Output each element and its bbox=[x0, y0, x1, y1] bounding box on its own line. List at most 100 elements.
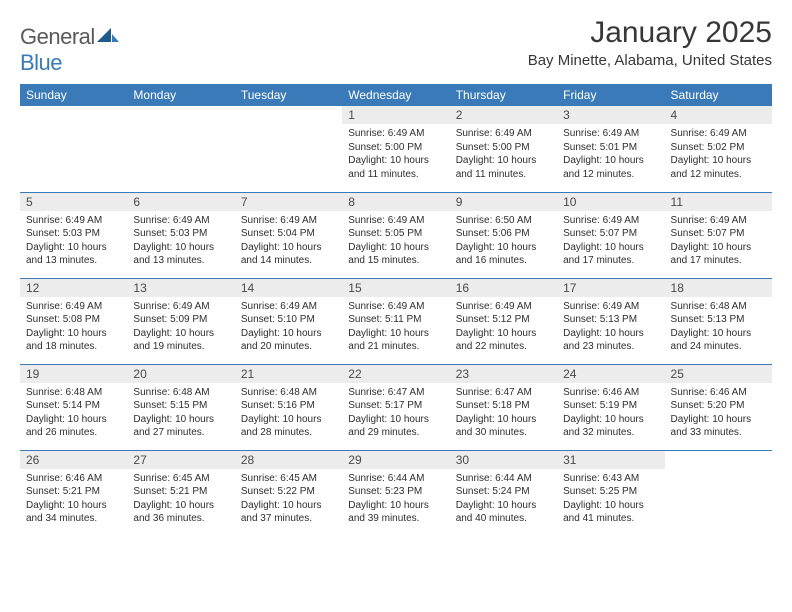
calendar-cell: 3Sunrise: 6:49 AMSunset: 5:01 PMDaylight… bbox=[557, 106, 664, 192]
calendar-table: SundayMondayTuesdayWednesdayThursdayFrid… bbox=[20, 84, 772, 536]
day-info: Sunrise: 6:45 AMSunset: 5:22 PMDaylight:… bbox=[235, 469, 342, 530]
day-info: Sunrise: 6:49 AMSunset: 5:05 PMDaylight:… bbox=[342, 211, 449, 272]
calendar-cell: 30Sunrise: 6:44 AMSunset: 5:24 PMDayligh… bbox=[450, 450, 557, 536]
day-info: Sunrise: 6:49 AMSunset: 5:12 PMDaylight:… bbox=[450, 297, 557, 358]
calendar-week-row: 19Sunrise: 6:48 AMSunset: 5:14 PMDayligh… bbox=[20, 364, 772, 450]
calendar-cell bbox=[127, 106, 234, 192]
weekday-header: Monday bbox=[127, 84, 234, 106]
day-info: Sunrise: 6:49 AMSunset: 5:00 PMDaylight:… bbox=[450, 124, 557, 185]
calendar-cell: 13Sunrise: 6:49 AMSunset: 5:09 PMDayligh… bbox=[127, 278, 234, 364]
day-number: 26 bbox=[20, 451, 127, 469]
day-number: 8 bbox=[342, 193, 449, 211]
day-info: Sunrise: 6:48 AMSunset: 5:15 PMDaylight:… bbox=[127, 383, 234, 444]
calendar-cell bbox=[235, 106, 342, 192]
day-info: Sunrise: 6:49 AMSunset: 5:01 PMDaylight:… bbox=[557, 124, 664, 185]
day-number: 14 bbox=[235, 279, 342, 297]
day-info: Sunrise: 6:49 AMSunset: 5:03 PMDaylight:… bbox=[20, 211, 127, 272]
calendar-cell: 7Sunrise: 6:49 AMSunset: 5:04 PMDaylight… bbox=[235, 192, 342, 278]
calendar-cell: 10Sunrise: 6:49 AMSunset: 5:07 PMDayligh… bbox=[557, 192, 664, 278]
calendar-cell: 15Sunrise: 6:49 AMSunset: 5:11 PMDayligh… bbox=[342, 278, 449, 364]
day-number: 9 bbox=[450, 193, 557, 211]
day-info: Sunrise: 6:48 AMSunset: 5:16 PMDaylight:… bbox=[235, 383, 342, 444]
day-info: Sunrise: 6:49 AMSunset: 5:03 PMDaylight:… bbox=[127, 211, 234, 272]
calendar-cell bbox=[665, 450, 772, 536]
calendar-cell: 8Sunrise: 6:49 AMSunset: 5:05 PMDaylight… bbox=[342, 192, 449, 278]
day-number: 1 bbox=[342, 106, 449, 124]
day-number: 27 bbox=[127, 451, 234, 469]
calendar-cell: 22Sunrise: 6:47 AMSunset: 5:17 PMDayligh… bbox=[342, 364, 449, 450]
calendar-cell: 16Sunrise: 6:49 AMSunset: 5:12 PMDayligh… bbox=[450, 278, 557, 364]
calendar-cell: 1Sunrise: 6:49 AMSunset: 5:00 PMDaylight… bbox=[342, 106, 449, 192]
day-info: Sunrise: 6:48 AMSunset: 5:13 PMDaylight:… bbox=[665, 297, 772, 358]
weekday-header: Thursday bbox=[450, 84, 557, 106]
calendar-week-row: 26Sunrise: 6:46 AMSunset: 5:21 PMDayligh… bbox=[20, 450, 772, 536]
day-info: Sunrise: 6:49 AMSunset: 5:11 PMDaylight:… bbox=[342, 297, 449, 358]
calendar-cell: 25Sunrise: 6:46 AMSunset: 5:20 PMDayligh… bbox=[665, 364, 772, 450]
day-info: Sunrise: 6:49 AMSunset: 5:04 PMDaylight:… bbox=[235, 211, 342, 272]
day-info: Sunrise: 6:49 AMSunset: 5:09 PMDaylight:… bbox=[127, 297, 234, 358]
weekday-header: Friday bbox=[557, 84, 664, 106]
day-info: Sunrise: 6:44 AMSunset: 5:23 PMDaylight:… bbox=[342, 469, 449, 530]
logo-word-blue: Blue bbox=[20, 50, 62, 75]
day-info: Sunrise: 6:46 AMSunset: 5:21 PMDaylight:… bbox=[20, 469, 127, 530]
calendar-cell: 14Sunrise: 6:49 AMSunset: 5:10 PMDayligh… bbox=[235, 278, 342, 364]
day-info: Sunrise: 6:45 AMSunset: 5:21 PMDaylight:… bbox=[127, 469, 234, 530]
calendar-cell: 11Sunrise: 6:49 AMSunset: 5:07 PMDayligh… bbox=[665, 192, 772, 278]
logo-sail-icon bbox=[97, 24, 119, 49]
calendar-cell: 4Sunrise: 6:49 AMSunset: 5:02 PMDaylight… bbox=[665, 106, 772, 192]
day-number: 6 bbox=[127, 193, 234, 211]
calendar-cell: 12Sunrise: 6:49 AMSunset: 5:08 PMDayligh… bbox=[20, 278, 127, 364]
day-number: 12 bbox=[20, 279, 127, 297]
calendar-cell: 6Sunrise: 6:49 AMSunset: 5:03 PMDaylight… bbox=[127, 192, 234, 278]
day-number: 23 bbox=[450, 365, 557, 383]
day-number: 11 bbox=[665, 193, 772, 211]
day-number: 4 bbox=[665, 106, 772, 124]
day-info: Sunrise: 6:44 AMSunset: 5:24 PMDaylight:… bbox=[450, 469, 557, 530]
calendar-cell: 18Sunrise: 6:48 AMSunset: 5:13 PMDayligh… bbox=[665, 278, 772, 364]
day-info: Sunrise: 6:49 AMSunset: 5:10 PMDaylight:… bbox=[235, 297, 342, 358]
day-number: 18 bbox=[665, 279, 772, 297]
calendar-cell: 23Sunrise: 6:47 AMSunset: 5:18 PMDayligh… bbox=[450, 364, 557, 450]
day-info: Sunrise: 6:49 AMSunset: 5:00 PMDaylight:… bbox=[342, 124, 449, 185]
day-number: 2 bbox=[450, 106, 557, 124]
day-info: Sunrise: 6:49 AMSunset: 5:08 PMDaylight:… bbox=[20, 297, 127, 358]
day-number: 3 bbox=[557, 106, 664, 124]
calendar-header-row: SundayMondayTuesdayWednesdayThursdayFrid… bbox=[20, 84, 772, 106]
day-info: Sunrise: 6:46 AMSunset: 5:19 PMDaylight:… bbox=[557, 383, 664, 444]
day-info: Sunrise: 6:49 AMSunset: 5:13 PMDaylight:… bbox=[557, 297, 664, 358]
day-number: 7 bbox=[235, 193, 342, 211]
logo-text: GeneralBlue bbox=[20, 24, 119, 76]
calendar-body: 1Sunrise: 6:49 AMSunset: 5:00 PMDaylight… bbox=[20, 106, 772, 536]
calendar-cell: 31Sunrise: 6:43 AMSunset: 5:25 PMDayligh… bbox=[557, 450, 664, 536]
calendar-cell: 21Sunrise: 6:48 AMSunset: 5:16 PMDayligh… bbox=[235, 364, 342, 450]
day-number: 5 bbox=[20, 193, 127, 211]
day-info: Sunrise: 6:49 AMSunset: 5:07 PMDaylight:… bbox=[557, 211, 664, 272]
day-number: 20 bbox=[127, 365, 234, 383]
weekday-header: Tuesday bbox=[235, 84, 342, 106]
calendar-cell: 27Sunrise: 6:45 AMSunset: 5:21 PMDayligh… bbox=[127, 450, 234, 536]
calendar-cell: 19Sunrise: 6:48 AMSunset: 5:14 PMDayligh… bbox=[20, 364, 127, 450]
calendar-week-row: 12Sunrise: 6:49 AMSunset: 5:08 PMDayligh… bbox=[20, 278, 772, 364]
title-block: January 2025 Bay Minette, Alabama, Unite… bbox=[528, 16, 772, 69]
calendar-cell: 2Sunrise: 6:49 AMSunset: 5:00 PMDaylight… bbox=[450, 106, 557, 192]
day-number: 24 bbox=[557, 365, 664, 383]
day-number: 22 bbox=[342, 365, 449, 383]
location-text: Bay Minette, Alabama, United States bbox=[528, 52, 772, 69]
calendar-cell: 24Sunrise: 6:46 AMSunset: 5:19 PMDayligh… bbox=[557, 364, 664, 450]
day-info: Sunrise: 6:47 AMSunset: 5:18 PMDaylight:… bbox=[450, 383, 557, 444]
calendar-cell: 26Sunrise: 6:46 AMSunset: 5:21 PMDayligh… bbox=[20, 450, 127, 536]
weekday-header: Saturday bbox=[665, 84, 772, 106]
calendar-cell: 9Sunrise: 6:50 AMSunset: 5:06 PMDaylight… bbox=[450, 192, 557, 278]
day-number: 30 bbox=[450, 451, 557, 469]
day-number: 29 bbox=[342, 451, 449, 469]
brand-logo: GeneralBlue bbox=[20, 24, 119, 76]
day-number: 17 bbox=[557, 279, 664, 297]
page-header: GeneralBlue January 2025 Bay Minette, Al… bbox=[20, 16, 772, 76]
calendar-cell: 17Sunrise: 6:49 AMSunset: 5:13 PMDayligh… bbox=[557, 278, 664, 364]
weekday-header: Sunday bbox=[20, 84, 127, 106]
calendar-week-row: 5Sunrise: 6:49 AMSunset: 5:03 PMDaylight… bbox=[20, 192, 772, 278]
weekday-header: Wednesday bbox=[342, 84, 449, 106]
day-number: 28 bbox=[235, 451, 342, 469]
day-info: Sunrise: 6:43 AMSunset: 5:25 PMDaylight:… bbox=[557, 469, 664, 530]
day-info: Sunrise: 6:49 AMSunset: 5:07 PMDaylight:… bbox=[665, 211, 772, 272]
